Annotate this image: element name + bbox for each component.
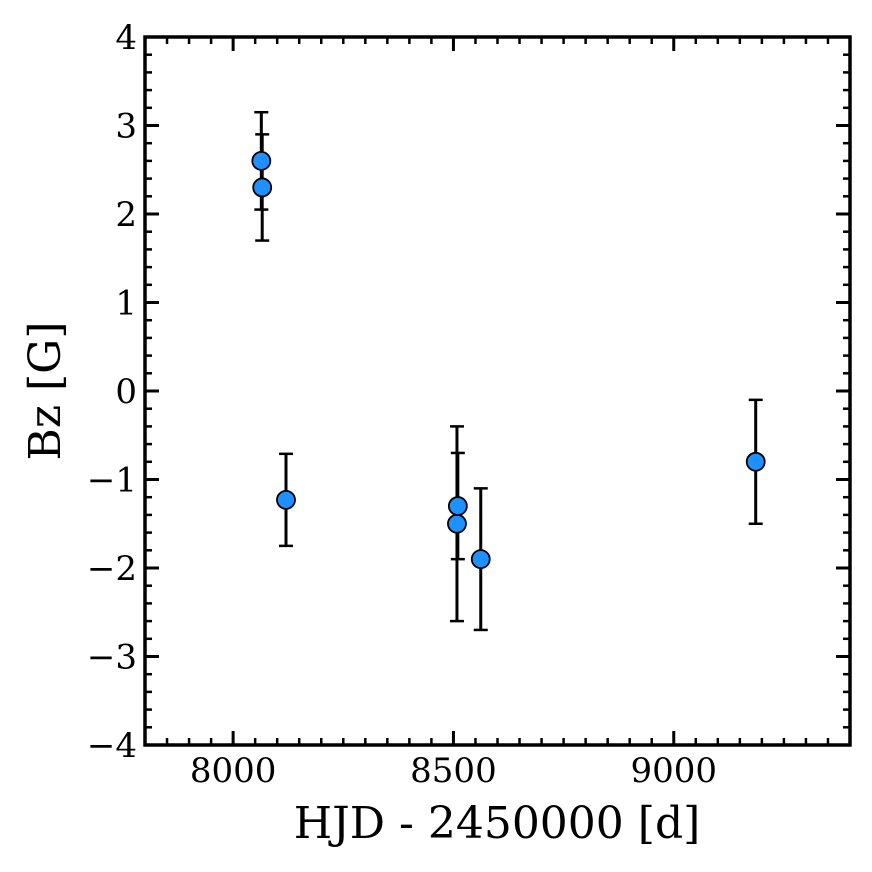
data-point <box>745 451 766 472</box>
x-axis-title: HJD - 2450000 [d] <box>294 798 701 849</box>
x-tick-labels: 8000 8500 9000 <box>190 751 717 791</box>
error-bars <box>254 110 763 632</box>
y-tick-label: 1 <box>115 284 137 324</box>
y-tick-label: −2 <box>87 549 137 589</box>
data-point <box>276 489 296 510</box>
y-tick-label: −4 <box>87 726 137 766</box>
y-tick-label: 2 <box>115 195 137 235</box>
y-tick-label: 0 <box>115 372 137 412</box>
y-tick-label: −1 <box>87 461 137 501</box>
x-tick-label: 8000 <box>190 751 277 791</box>
y-tick-label: −3 <box>87 638 137 678</box>
x-tick-label: 9000 <box>630 751 717 791</box>
data-point <box>251 150 272 171</box>
data-points <box>251 150 766 570</box>
minor-ticks <box>143 35 852 747</box>
data-point <box>252 177 273 198</box>
y-tick-label: 4 <box>115 18 137 58</box>
data-point <box>447 513 467 534</box>
x-tick-label: 8500 <box>410 751 497 791</box>
y-tick-labels: −4 −3 −2 −1 0 1 2 3 4 <box>87 18 137 766</box>
plot-frame <box>143 35 852 747</box>
data-point <box>470 549 491 570</box>
data-point <box>447 496 468 516</box>
major-ticks <box>145 35 850 747</box>
y-tick-label: 3 <box>115 107 137 147</box>
y-axis-title: Bz [G] <box>20 322 71 461</box>
